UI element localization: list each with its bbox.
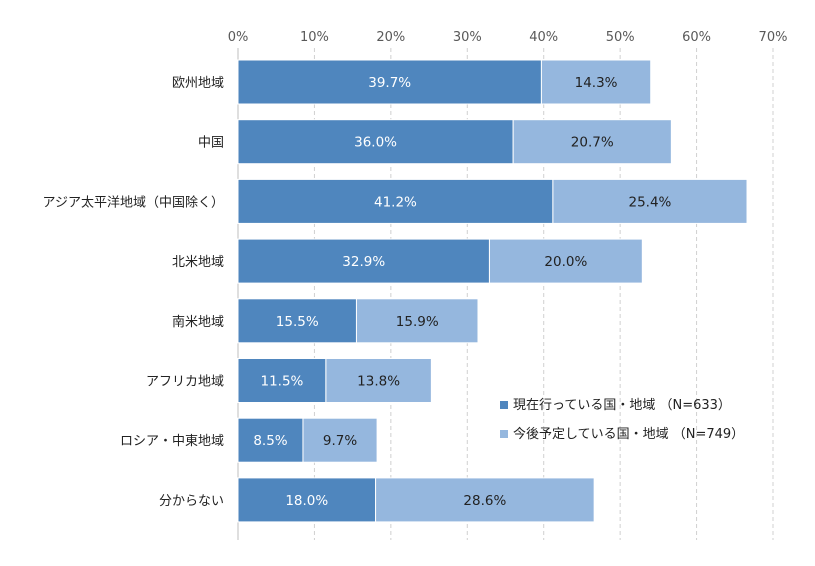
x-tick-label: 30%: [453, 30, 482, 45]
bar-current: [237, 477, 377, 523]
category-label: ロシア・中東地域: [120, 433, 224, 449]
bar-value-label: 20.7%: [571, 135, 614, 151]
bar-value-label: 32.9%: [342, 254, 385, 270]
bar-value-label: 15.9%: [396, 314, 439, 330]
bar-planned: [488, 238, 643, 284]
bar-planned: [512, 119, 672, 165]
x-tick-label: 10%: [300, 30, 329, 45]
category-label: 欧州地域: [172, 76, 224, 91]
category-label: アフリカ地域: [146, 375, 224, 390]
x-tick-label: 70%: [759, 30, 788, 45]
x-tick-label: 20%: [376, 30, 405, 45]
bar-planned: [375, 477, 595, 523]
category-label: 中国: [198, 136, 224, 151]
bar-value-label: 8.5%: [253, 433, 287, 449]
bars: 39.7% 14.3% 36.0% 20.7% 41.2% 25.4% 32.9% 20.0%…: [237, 59, 748, 523]
bar-value-label: 25.4%: [629, 194, 672, 210]
category-label: 南米地域: [172, 314, 224, 330]
bar-current: [237, 178, 554, 224]
bar-value-label: 9.7%: [323, 433, 357, 449]
category-label: 北米地域: [172, 255, 224, 270]
bar-current: [237, 417, 304, 463]
bar-value-label: 11.5%: [261, 374, 304, 390]
x-tick-label: 40%: [529, 30, 558, 45]
bar-planned: [552, 178, 748, 224]
bar-current: [237, 358, 327, 403]
legend-label: 今後予定している国・地域 （N=749）: [513, 426, 744, 442]
bar-current: [237, 238, 490, 284]
category-label: 分からない: [159, 494, 224, 509]
legend-label: 現在行っている国・地域 （N=633）: [513, 398, 731, 413]
bar-planned: [540, 59, 652, 105]
legend: 現在行っている国・地域 （N=633） 今後予定している国・地域 （N=749）: [500, 398, 744, 442]
bar-value-label: 28.6%: [463, 493, 506, 509]
bar-current: [237, 298, 357, 344]
x-tick-label: 50%: [606, 30, 635, 45]
bar-planned: [325, 358, 432, 403]
bar-value-label: 39.7%: [368, 75, 411, 91]
legend-swatch-planned: [500, 430, 508, 438]
bar-current: [237, 119, 514, 165]
bar-value-label: 18.0%: [285, 493, 328, 509]
bar-value-label: 13.8%: [357, 374, 400, 390]
bar-planned: [302, 417, 378, 463]
bar-value-label: 41.2%: [374, 194, 417, 210]
bar-value-label: 14.3%: [575, 75, 618, 91]
x-tick-label: 0%: [228, 30, 249, 45]
bar-current: [237, 59, 542, 105]
bar-value-label: 15.5%: [276, 314, 319, 330]
category-label: アジア太平洋地域（中国除く）: [43, 195, 224, 210]
bar-value-label: 36.0%: [354, 135, 397, 151]
x-tick-label: 60%: [682, 30, 711, 45]
bar-value-label: 20.0%: [544, 254, 587, 270]
bar-planned: [355, 298, 479, 344]
legend-swatch-current: [500, 401, 508, 409]
x-axis-ticks: 0% 10% 20% 30% 40% 50% 60% 70%: [228, 30, 788, 45]
